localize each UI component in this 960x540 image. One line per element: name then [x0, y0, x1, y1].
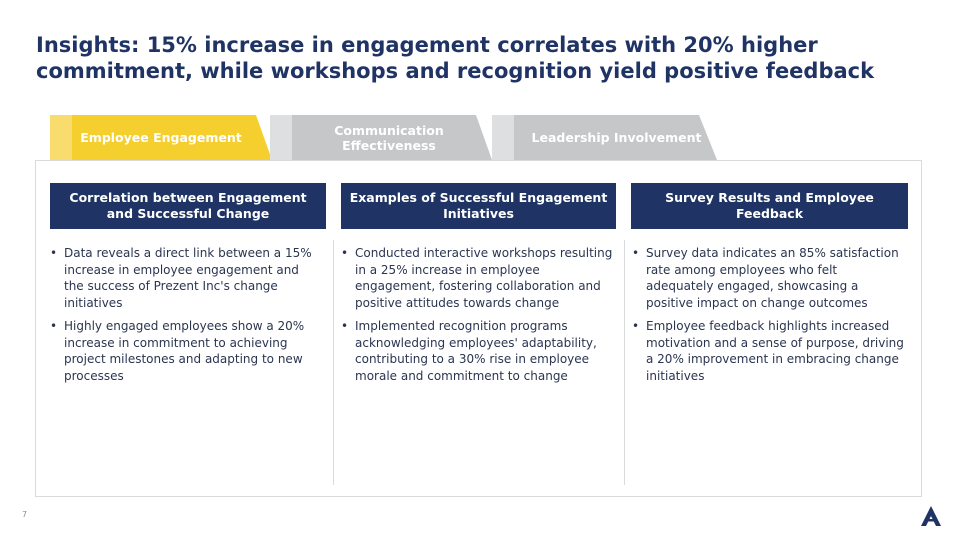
bullet-list: Survey data indicates an 85% satisfactio… [632, 245, 904, 384]
bullet-item: Implemented recognition programs acknowl… [341, 318, 613, 384]
column-divider [333, 240, 334, 485]
bullet-list: Data reveals a direct link between a 15%… [50, 245, 322, 384]
column-heading: Survey Results and Employee Feedback [631, 183, 908, 229]
column-heading-text: Correlation between Engagement and Succe… [69, 190, 307, 221]
page-number: 7 [22, 510, 28, 519]
bullet-item: Conducted interactive workshops resultin… [341, 245, 613, 311]
tab-communication-effectiveness[interactable]: Communication Effectiveness [270, 115, 492, 160]
triangle-logo-icon [921, 506, 941, 526]
column-body: Survey data indicates an 85% satisfactio… [632, 245, 904, 391]
tab-strip: Employee Engagement Communication Effect… [50, 115, 730, 160]
column-body: Data reveals a direct link between a 15%… [50, 245, 322, 391]
slide-title: Insights: 15% increase in engagement cor… [36, 33, 875, 83]
tab-leadership-involvement-label: Leadership Involvement [531, 130, 702, 145]
column-heading: Examples of Successful Engagement Initia… [341, 183, 616, 229]
column-heading: Correlation between Engagement and Succe… [50, 183, 326, 229]
column-heading-text: Survey Results and Employee Feedback [665, 190, 874, 221]
column-body: Conducted interactive workshops resultin… [341, 245, 613, 391]
tab-leadership-involvement[interactable]: Leadership Involvement [492, 115, 717, 160]
tab-employee-engagement-label: Employee Engagement [80, 130, 242, 145]
tab-employee-engagement-shape [50, 115, 272, 160]
column-heading-text: Examples of Successful Engagement Initia… [349, 190, 608, 221]
tab-communication-effectiveness-shape [270, 115, 492, 160]
tab-employee-engagement[interactable]: Employee Engagement [50, 115, 272, 160]
tab-communication-effectiveness-label: Communication Effectiveness [334, 122, 444, 153]
bullet-item: Employee feedback highlights increased m… [632, 318, 904, 384]
bullet-list: Conducted interactive workshops resultin… [341, 245, 613, 384]
bullet-item: Data reveals a direct link between a 15%… [50, 245, 322, 311]
bullet-item: Survey data indicates an 85% satisfactio… [632, 245, 904, 311]
tab-leadership-involvement-shape [492, 115, 717, 160]
bullet-item: Highly engaged employees show a 20% incr… [50, 318, 322, 384]
column-divider [624, 240, 625, 485]
